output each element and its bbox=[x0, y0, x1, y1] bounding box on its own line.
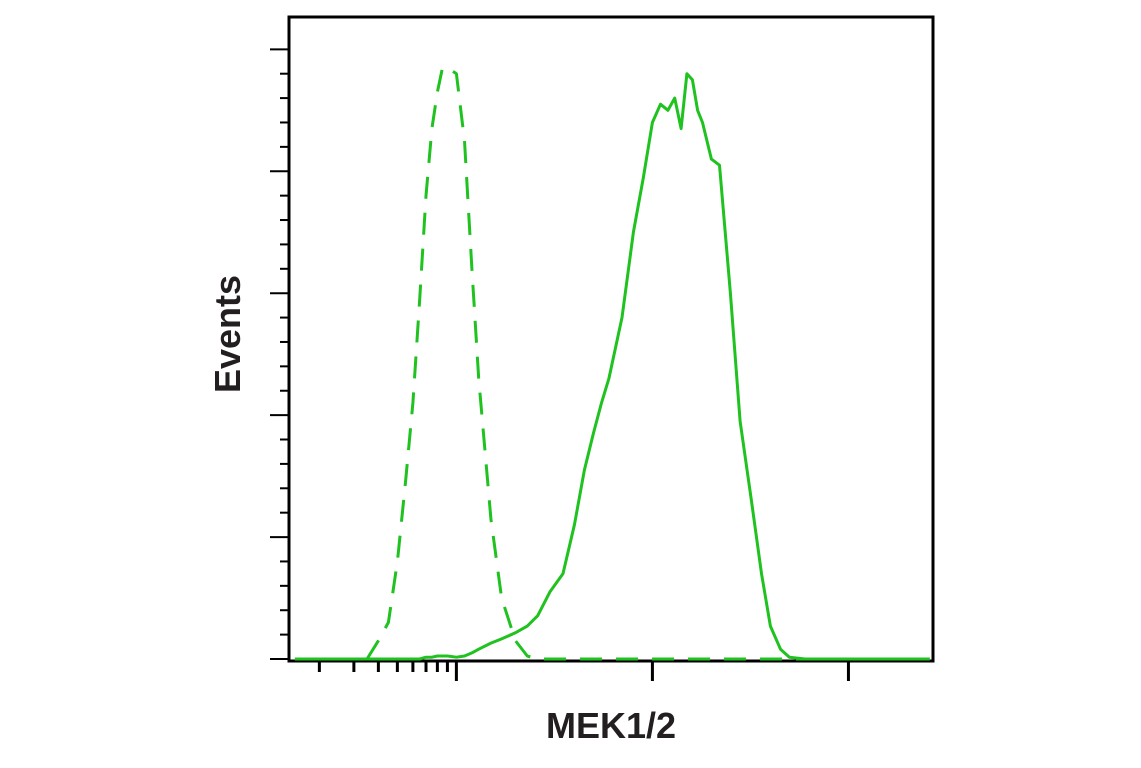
solid-line bbox=[294, 72, 930, 661]
x-axis-title: MEK1/2 bbox=[546, 705, 676, 746]
dashed-line bbox=[294, 66, 930, 661]
plot-frame bbox=[287, 15, 935, 663]
y-axis-title: Events bbox=[207, 275, 248, 393]
